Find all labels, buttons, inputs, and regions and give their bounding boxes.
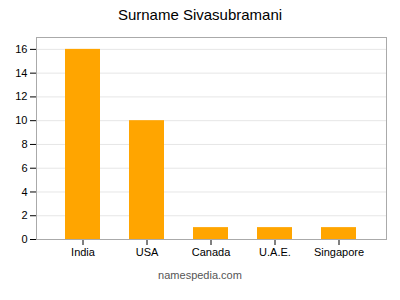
svg-text:0: 0 [21,233,27,245]
svg-text:USA: USA [136,246,159,258]
svg-text:2: 2 [21,209,27,221]
svg-text:6: 6 [21,162,27,174]
svg-text:14: 14 [15,67,27,79]
svg-text:12: 12 [15,90,27,102]
svg-text:10: 10 [15,114,27,126]
svg-text:India: India [71,246,96,258]
svg-text:U.A.E.: U.A.E. [259,246,291,258]
html-text:namespedia.com: namespedia.com [158,269,242,281]
svg-text:Singapore: Singapore [314,246,364,258]
svg-text:4: 4 [21,185,27,197]
svg-text:8: 8 [21,138,27,150]
svg-text:Canada: Canada [192,246,231,258]
svg-text:16: 16 [15,43,27,55]
html-text:Surname Sivasubramani: Surname Sivasubramani [117,6,283,23]
